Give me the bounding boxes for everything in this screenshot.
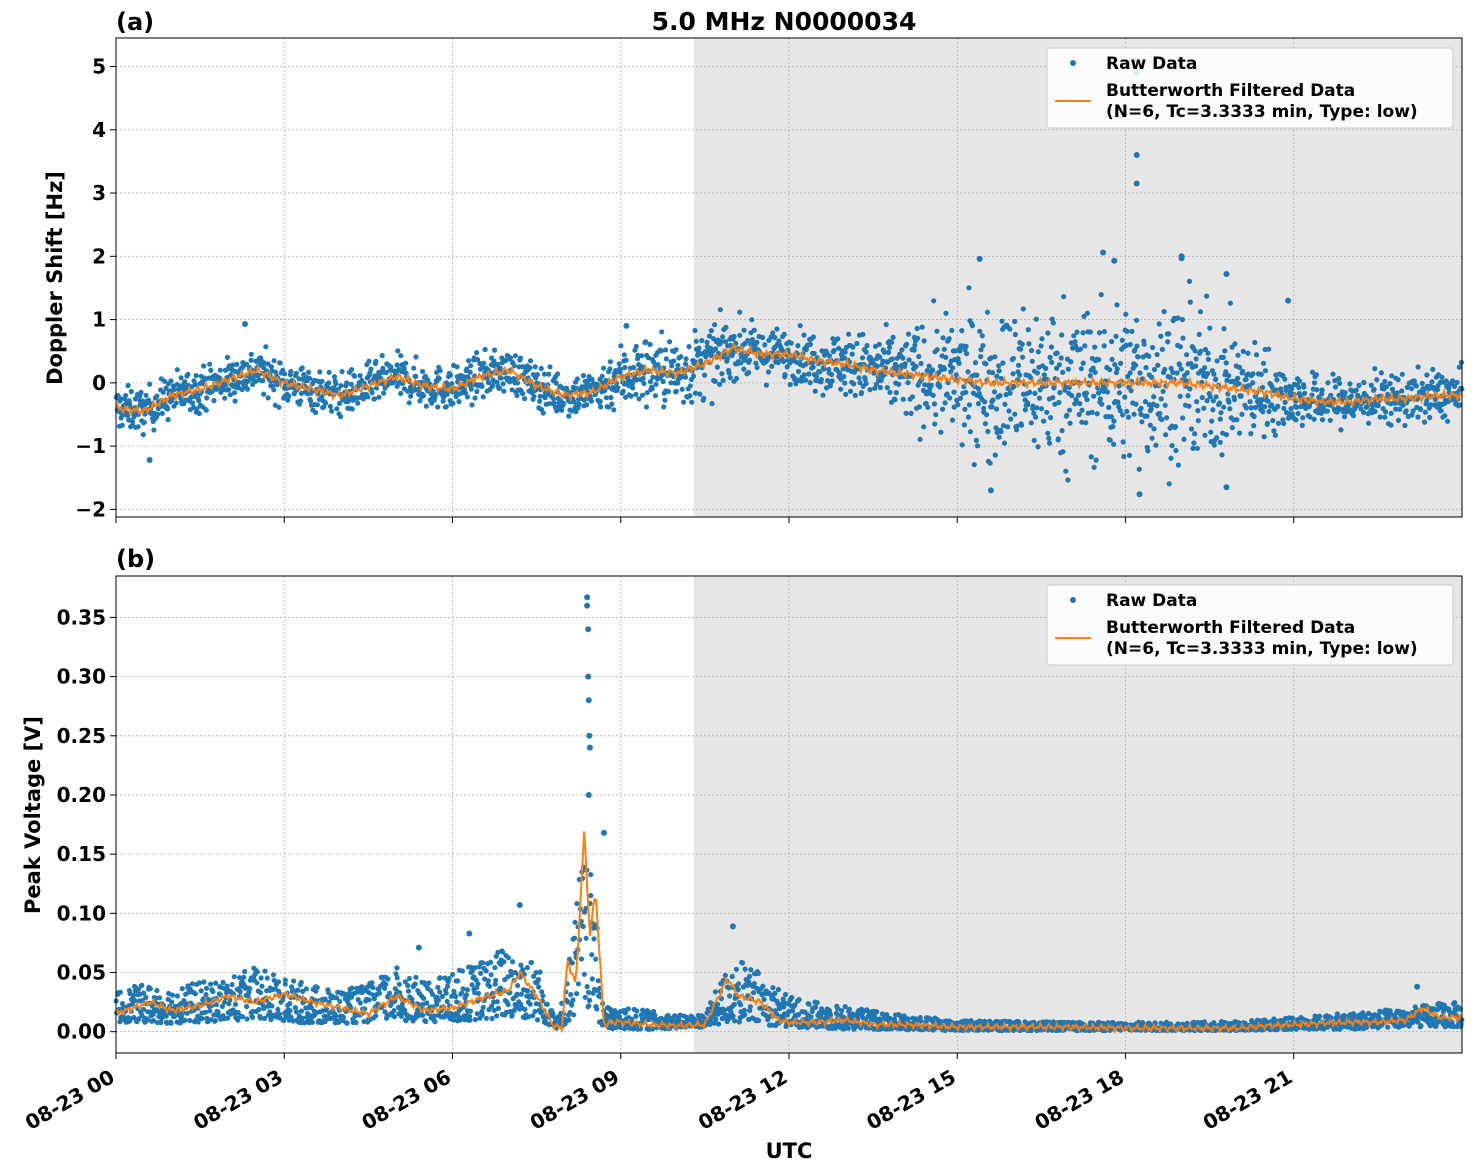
legend-b-filtered-label: Butterworth Filtered Data (N=6, Tc=3.333…: [1106, 618, 1418, 659]
raw-data-outlier: [586, 732, 593, 739]
raw-data-outlier: [1133, 152, 1140, 159]
y-tick-label: 0.10: [57, 901, 106, 925]
raw-data-outlier: [1100, 249, 1107, 256]
panel-b-raw-points: [113, 594, 1465, 1034]
raw-data-outlier: [584, 594, 591, 601]
legend-a-raw-marker: [1070, 60, 1076, 66]
legend-b-raw-label: Raw Data: [1106, 591, 1197, 611]
raw-data-outlier: [1136, 491, 1143, 498]
raw-data-outlier: [600, 829, 607, 836]
y-tick-label: 0: [92, 371, 106, 395]
panel-b-voltage: (b) 0.00 0.05 0.10 0.15 0.20 0.25 0.30 0.35 08-…: [21, 545, 1465, 1135]
raw-data-outlier: [584, 602, 591, 609]
filtered-line: [115, 341, 1463, 418]
y-tick-label: 4: [92, 118, 106, 142]
y-tick-label: 0.00: [57, 1020, 106, 1044]
panel-b-ylabel: Peak Voltage [V]: [21, 716, 45, 914]
raw-data-outlier: [976, 255, 983, 262]
panel-a-ylabel: Doppler Shift [Hz]: [43, 171, 67, 385]
raw-data-outlier: [623, 322, 630, 329]
y-tick-label: 5: [92, 54, 106, 78]
panel-a-label: (a): [116, 8, 154, 36]
y-tick-label: 1: [92, 308, 106, 332]
x-tick-label: 08-23 21: [1199, 1065, 1297, 1135]
panel-b-x-ticks: 08-23 00 08-23 03 08-23 06 08-23 09 08-23 12…: [21, 1053, 1296, 1135]
raw-data-outlier: [1223, 484, 1230, 491]
legend-a-raw-label: Raw Data: [1106, 54, 1197, 74]
y-tick-label: 2: [92, 244, 106, 268]
y-tick-label: 0.20: [57, 783, 106, 807]
filtered-line: [115, 831, 1463, 1035]
raw-data-outlier: [146, 457, 153, 464]
y-tick-label: 0.05: [57, 961, 106, 985]
raw-data-outlier: [1133, 180, 1140, 187]
raw-data-outlier: [586, 744, 593, 751]
raw-data-outlier: [516, 902, 523, 909]
y-tick-label: 0.35: [57, 605, 106, 629]
panel-a-x-ticks: [115, 517, 1295, 523]
raw-data-outlier: [1111, 257, 1118, 264]
raw-data-outlier: [585, 697, 592, 704]
x-tick-label: 08-23 00: [21, 1065, 119, 1135]
raw-data-outlier: [585, 673, 592, 680]
y-tick-label: 0.15: [57, 842, 106, 866]
panel-b-y-ticks: 0.00 0.05 0.10 0.15 0.20 0.25 0.30 0.35: [57, 605, 116, 1044]
raw-data-outlier: [585, 791, 592, 798]
x-tick-label: 08-23 06: [357, 1065, 455, 1135]
panel-a-legend: Raw Data Butterworth Filtered Data (N=6,…: [1046, 47, 1454, 129]
y-tick-label: −1: [75, 434, 106, 458]
x-tick-label: 08-23 03: [189, 1065, 287, 1135]
figure-title: 5.0 MHz N0000034: [652, 7, 917, 36]
raw-data-outlier: [1285, 297, 1292, 304]
raw-data-outlier: [466, 930, 473, 937]
y-tick-label: 0.30: [57, 665, 106, 689]
panel-b-label: (b): [116, 545, 155, 573]
raw-data-points: [113, 278, 1465, 487]
panel-b-filtered-line: [115, 831, 1463, 1035]
panel-b-legend: Raw Data Butterworth Filtered Data (N=6,…: [1046, 584, 1454, 666]
raw-data-outlier: [1223, 271, 1230, 278]
x-axis-label: UTC: [766, 1139, 813, 1163]
panel-a-filtered-line: [115, 341, 1463, 418]
panel-a-y-ticks: −2 −1 0 1 2 3 4 5: [75, 54, 116, 521]
legend-b-raw-marker: [1070, 597, 1076, 603]
y-tick-label: 0.25: [57, 724, 106, 748]
raw-data-outlier: [729, 923, 736, 930]
y-tick-label: 3: [92, 181, 106, 205]
raw-data-outlier: [585, 626, 592, 633]
x-tick-label: 08-23 09: [526, 1065, 624, 1135]
x-tick-label: 08-23 12: [694, 1065, 792, 1135]
raw-data-outlier: [987, 487, 994, 494]
raw-data-outlier: [415, 944, 422, 951]
x-tick-label: 08-23 18: [1030, 1065, 1128, 1135]
panel-a-doppler: (a) −2 −1 0 1 2 3 4 5 Doppler Shift [Hz] Raw Da…: [43, 8, 1465, 523]
raw-data-outlier: [241, 321, 248, 328]
y-tick-label: −2: [75, 497, 106, 521]
raw-data-outlier: [1414, 983, 1421, 990]
raw-data-outlier: [1178, 255, 1185, 262]
x-tick-label: 08-23 15: [862, 1065, 960, 1135]
legend-a-filtered-label: Butterworth Filtered Data (N=6, Tc=3.333…: [1106, 81, 1418, 122]
raw-data-points: [113, 864, 1465, 1034]
